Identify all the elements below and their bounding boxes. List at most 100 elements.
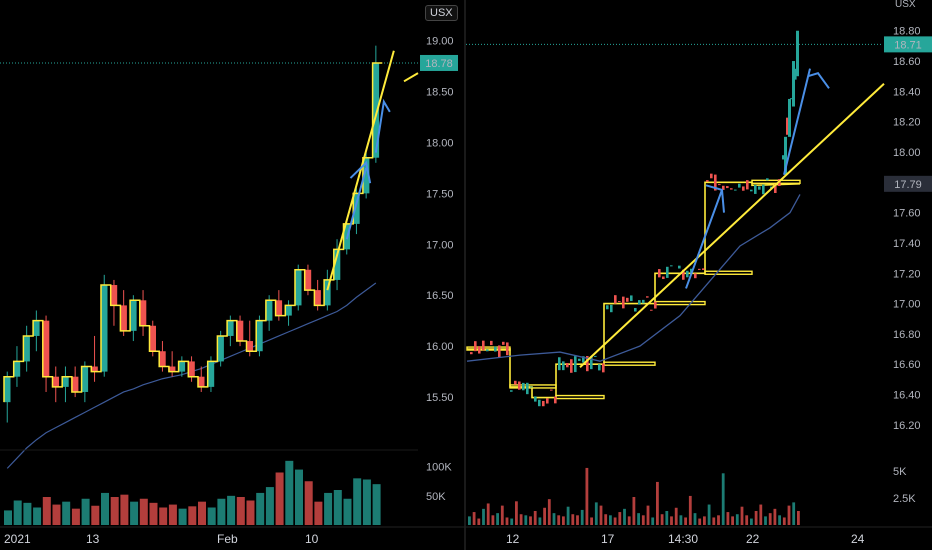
candle-body-left bbox=[110, 285, 118, 306]
volume-bar-left bbox=[256, 492, 265, 525]
volume-bar-left bbox=[188, 506, 197, 525]
y-tick-label-left: 15.50 bbox=[426, 392, 454, 404]
volume-bar-left bbox=[285, 460, 294, 525]
volume-bar-right bbox=[792, 502, 796, 525]
volume-bar-left bbox=[207, 507, 216, 525]
volume-bar-right bbox=[599, 505, 603, 525]
candle-body-left bbox=[207, 361, 215, 387]
candle-body-left bbox=[62, 376, 69, 387]
moving-average-line-right bbox=[466, 194, 801, 362]
candle-body-right bbox=[554, 396, 557, 404]
candle-body-left bbox=[23, 335, 30, 362]
volume-bar-left bbox=[227, 495, 236, 525]
candle-body-right bbox=[642, 299, 645, 304]
trend-line-left bbox=[326, 50, 395, 291]
volume-bar-left bbox=[52, 504, 61, 525]
candle-body-right bbox=[542, 400, 545, 407]
symbol-badge[interactable]: USX bbox=[425, 5, 458, 21]
candle-body-right bbox=[578, 358, 581, 361]
volume-tick-label-right: 2.5K bbox=[893, 493, 916, 505]
candle-body-right bbox=[606, 305, 609, 310]
candle-body-right bbox=[782, 155, 785, 160]
arrow-shaft-right-1 bbox=[685, 189, 723, 289]
candle-body-right bbox=[550, 389, 553, 391]
arrow-head-right-1 bbox=[705, 184, 725, 213]
candle-body-right bbox=[514, 380, 517, 385]
candle-body-right bbox=[506, 342, 509, 356]
volume-bar-right bbox=[787, 505, 791, 525]
candle-body-left bbox=[275, 300, 283, 316]
volume-bar-left bbox=[130, 501, 139, 525]
volume-bar-right bbox=[768, 513, 772, 525]
volume-bar-right bbox=[684, 517, 687, 525]
candle-body-left bbox=[333, 249, 341, 280]
volume-bar-right bbox=[778, 515, 781, 525]
candle-body-right bbox=[722, 185, 725, 190]
candle-body-right bbox=[470, 352, 473, 355]
candle-body-right bbox=[734, 189, 737, 191]
candle-body-right bbox=[742, 186, 745, 191]
y-tick-label-right: 16.40 bbox=[893, 390, 921, 402]
candle-body-right bbox=[738, 183, 741, 188]
y-tick-label-left: 16.50 bbox=[426, 290, 454, 302]
candle-body-right bbox=[582, 356, 585, 363]
last-price-tag-left bbox=[420, 54, 458, 71]
candle-body-right bbox=[726, 186, 729, 189]
candle-body-right bbox=[746, 180, 749, 190]
candle-body-right bbox=[510, 390, 513, 392]
candle-body-right bbox=[686, 270, 689, 278]
volume-bar-right bbox=[482, 508, 485, 525]
candle-body-right bbox=[614, 295, 617, 304]
volume-bar-right bbox=[618, 512, 622, 525]
y-tick-label-right: 18.00 bbox=[893, 147, 921, 159]
candle-body-left bbox=[304, 269, 312, 291]
volume-bar-right bbox=[580, 509, 584, 525]
x-tick-label-left: 10 bbox=[305, 532, 319, 546]
candle-body-right bbox=[558, 357, 561, 371]
volume-bar-right bbox=[557, 515, 561, 525]
candle-body-right bbox=[698, 268, 701, 270]
volume-bar-left bbox=[295, 469, 303, 525]
candle-body-left bbox=[314, 290, 321, 306]
volume-bar-right bbox=[740, 506, 744, 525]
volume-bar-left bbox=[101, 492, 109, 525]
volume-bar-left bbox=[217, 498, 226, 525]
volume-bar-left bbox=[71, 508, 80, 525]
volume-bar-right bbox=[670, 516, 673, 525]
candle-body-left bbox=[149, 325, 156, 352]
volume-bar-right bbox=[646, 505, 650, 525]
volume-bar-right bbox=[703, 516, 706, 525]
volume-bar-right bbox=[693, 513, 697, 525]
volume-bar-left bbox=[314, 501, 323, 525]
trend-line-right bbox=[579, 83, 885, 368]
candle-body-right bbox=[474, 341, 477, 352]
arrow-shaft-right-2 bbox=[783, 68, 811, 175]
candle-body-right bbox=[610, 304, 613, 313]
candle-body-right bbox=[570, 359, 573, 373]
y-tick-label-left: 18.50 bbox=[426, 86, 454, 98]
candle-body-left bbox=[178, 361, 186, 372]
last-price-label-right: 18.71 bbox=[894, 39, 922, 51]
volume-bar-right bbox=[486, 503, 490, 525]
candle-body-right bbox=[482, 340, 485, 351]
volume-bar-right bbox=[735, 514, 739, 525]
volume-tick-label-right: 5K bbox=[893, 466, 907, 478]
y-tick-label-right: 17.40 bbox=[893, 238, 921, 250]
candle-body-right bbox=[562, 361, 565, 371]
candle-body-right bbox=[498, 345, 501, 358]
volume-bar-right bbox=[754, 511, 758, 525]
volume-bar-right bbox=[590, 517, 593, 525]
volume-tick-label-left: 100K bbox=[426, 462, 452, 474]
candle-body-left bbox=[101, 285, 108, 372]
candle-body-left bbox=[42, 320, 50, 377]
x-tick-label-right: 17 bbox=[601, 532, 615, 546]
x-tick-label-right: 22 bbox=[746, 532, 760, 546]
candle-body-right bbox=[790, 98, 793, 100]
volume-bar-left bbox=[333, 490, 342, 525]
candle-body-right bbox=[626, 297, 629, 302]
price-step-box-right bbox=[704, 270, 753, 275]
volume-bar-left bbox=[120, 494, 129, 525]
x-tick-label-right: 14:30 bbox=[668, 532, 698, 546]
volume-bar-left bbox=[178, 508, 187, 525]
